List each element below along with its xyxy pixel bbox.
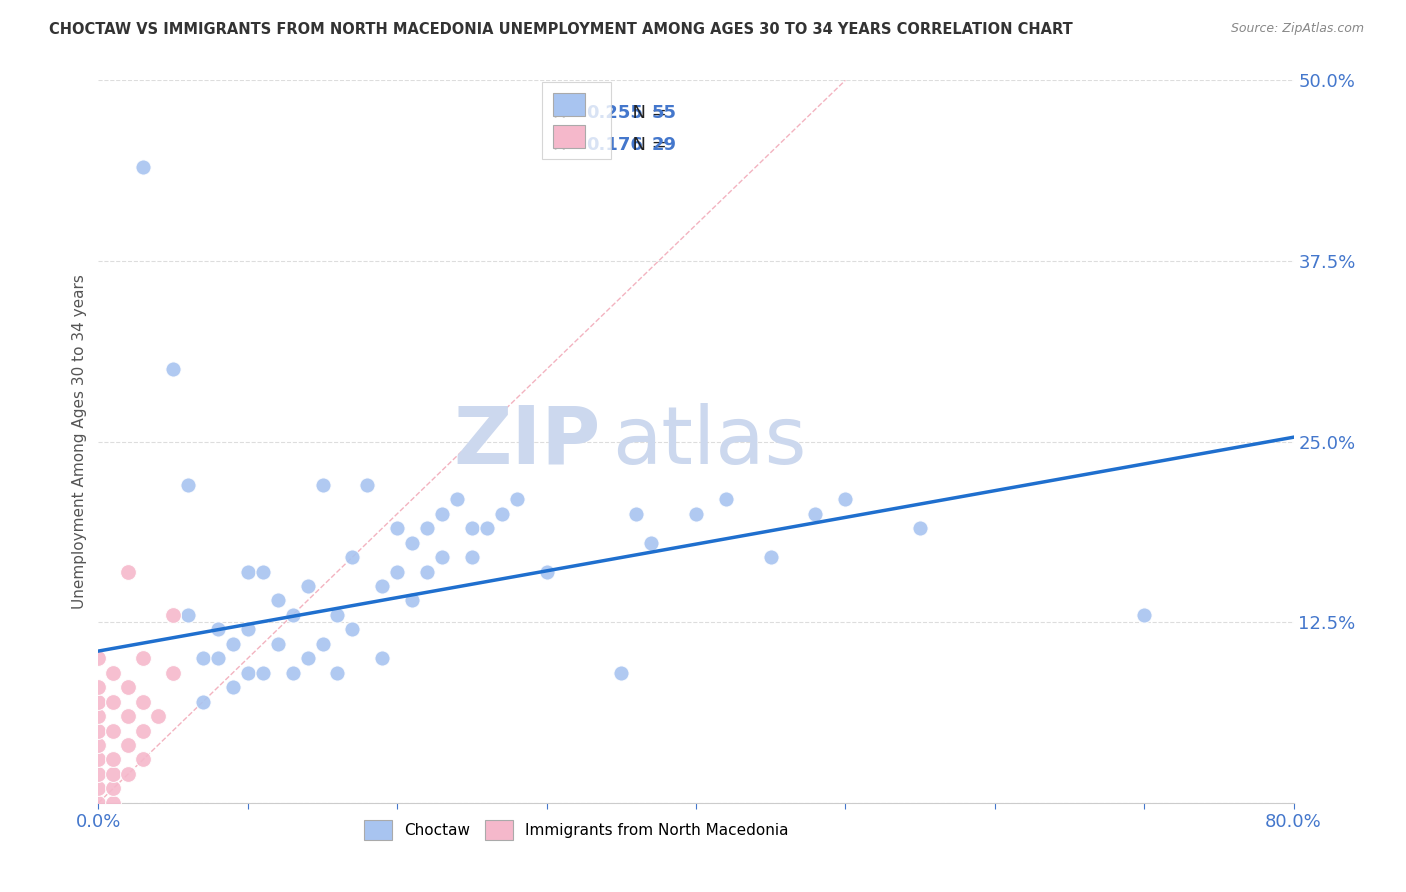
Point: [87, 738, 110, 752]
Point: [626, 507, 648, 521]
Point: [117, 767, 139, 781]
Point: [103, 781, 125, 796]
Text: 55: 55: [652, 103, 676, 122]
Text: ZIP: ZIP: [453, 402, 600, 481]
Point: [148, 709, 170, 723]
Point: [311, 478, 333, 492]
Point: [103, 752, 125, 766]
Point: [430, 507, 453, 521]
Point: [371, 579, 394, 593]
Point: [267, 637, 290, 651]
Point: [506, 492, 529, 507]
Point: [207, 651, 229, 665]
Text: 29: 29: [652, 136, 676, 154]
Point: [804, 507, 827, 521]
Point: [908, 521, 931, 535]
Point: [311, 637, 333, 651]
Point: [162, 665, 184, 680]
Point: [117, 738, 139, 752]
Point: [834, 492, 856, 507]
Point: [281, 665, 304, 680]
Point: [1133, 607, 1156, 622]
Point: [236, 623, 259, 637]
Point: [177, 478, 200, 492]
Point: [536, 565, 558, 579]
Point: [342, 550, 364, 565]
Point: [103, 796, 125, 810]
Point: [191, 695, 214, 709]
Point: [714, 492, 737, 507]
Point: [132, 160, 155, 174]
Point: [356, 478, 378, 492]
Point: [430, 550, 453, 565]
Legend: Choctaw, Immigrants from North Macedonia: Choctaw, Immigrants from North Macedonia: [359, 814, 794, 846]
Point: [117, 709, 139, 723]
Point: [267, 593, 290, 607]
Point: [342, 623, 364, 637]
Point: [132, 651, 155, 665]
Point: [132, 723, 155, 738]
Y-axis label: Unemployment Among Ages 30 to 34 years: Unemployment Among Ages 30 to 34 years: [72, 274, 87, 609]
Text: CHOCTAW VS IMMIGRANTS FROM NORTH MACEDONIA UNEMPLOYMENT AMONG AGES 30 TO 34 YEAR: CHOCTAW VS IMMIGRANTS FROM NORTH MACEDON…: [49, 22, 1073, 37]
Point: [87, 781, 110, 796]
Text: Source: ZipAtlas.com: Source: ZipAtlas.com: [1230, 22, 1364, 36]
Point: [401, 593, 423, 607]
Point: [132, 695, 155, 709]
Point: [87, 695, 110, 709]
Point: [385, 565, 409, 579]
Point: [491, 507, 513, 521]
Point: [162, 362, 184, 376]
Text: N =: N =: [620, 103, 672, 122]
Point: [461, 521, 484, 535]
Point: [640, 535, 662, 549]
Point: [222, 637, 245, 651]
Point: [236, 565, 259, 579]
Point: [236, 665, 259, 680]
Point: [87, 709, 110, 723]
Text: R =: R =: [553, 103, 592, 122]
Point: [326, 665, 349, 680]
Point: [416, 521, 439, 535]
Point: [87, 723, 110, 738]
Text: atlas: atlas: [613, 402, 807, 481]
Text: 0.176: 0.176: [586, 136, 643, 154]
Point: [326, 607, 349, 622]
Point: [87, 796, 110, 810]
Point: [103, 723, 125, 738]
Point: [207, 623, 229, 637]
Point: [371, 651, 394, 665]
Point: [117, 565, 139, 579]
Point: [132, 752, 155, 766]
Text: 0.255: 0.255: [586, 103, 643, 122]
Point: [191, 651, 214, 665]
Point: [177, 607, 200, 622]
Point: [87, 767, 110, 781]
Point: [446, 492, 468, 507]
Point: [103, 695, 125, 709]
Point: [252, 565, 274, 579]
Text: N =: N =: [620, 136, 672, 154]
Point: [281, 607, 304, 622]
Point: [416, 565, 439, 579]
Point: [117, 680, 139, 694]
Point: [162, 607, 184, 622]
Point: [297, 651, 319, 665]
Point: [461, 550, 484, 565]
Point: [87, 752, 110, 766]
Point: [87, 680, 110, 694]
Point: [685, 507, 707, 521]
Point: [401, 535, 423, 549]
Point: [759, 550, 782, 565]
Point: [252, 665, 274, 680]
Point: [87, 651, 110, 665]
Text: R =: R =: [553, 136, 592, 154]
Point: [103, 767, 125, 781]
Point: [610, 665, 633, 680]
Point: [103, 665, 125, 680]
Point: [222, 680, 245, 694]
Point: [385, 521, 409, 535]
Point: [475, 521, 498, 535]
Point: [297, 579, 319, 593]
